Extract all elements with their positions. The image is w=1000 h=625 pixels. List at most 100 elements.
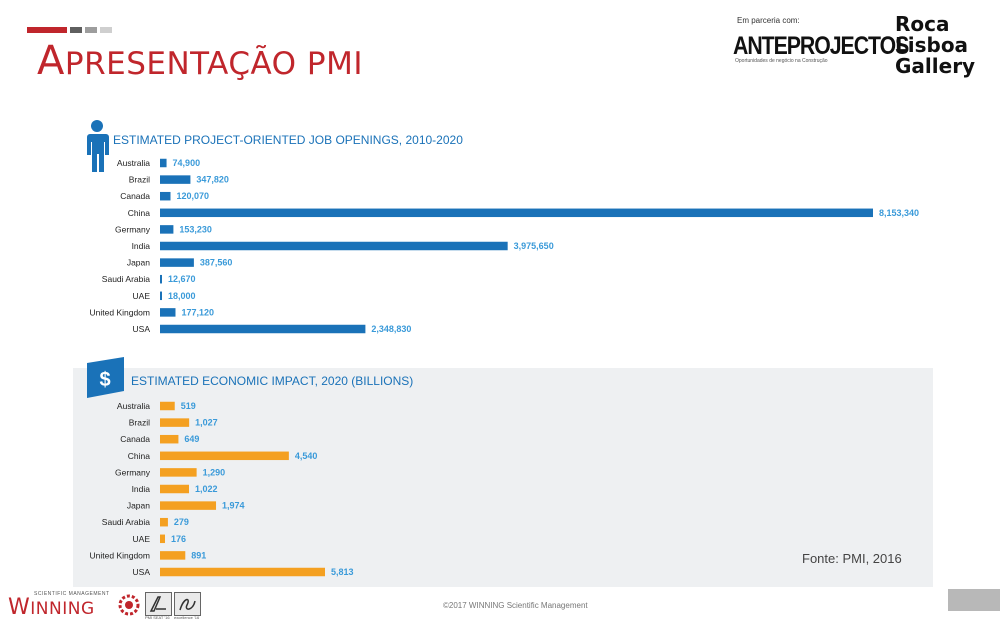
anteprojectos-tagline: Oportunidades de negócio na Construção [735, 58, 828, 64]
bar [160, 158, 167, 168]
bar [160, 225, 174, 234]
value-label: 177,120 [181, 307, 214, 317]
category-label: United Kingdom [90, 307, 150, 317]
winning-logo-initial: W [8, 595, 31, 620]
category-label: Japan [127, 501, 150, 511]
bar [160, 551, 186, 560]
anteprojectos-logo: ANTEPROJECTOS [733, 32, 909, 60]
footer-grey-block [948, 589, 1000, 611]
footer-copyright: ©2017 WINNING Scientific Management [443, 601, 588, 610]
value-label: 153,230 [179, 224, 212, 234]
category-label: Saudi Arabia [102, 517, 150, 527]
value-label: 649 [184, 434, 199, 444]
category-label: Japan [127, 258, 150, 268]
economic-impact-chart: ESTIMATED ECONOMIC IMPACT, 2020 (BILLION… [90, 374, 414, 577]
chart-title: ESTIMATED PROJECT-ORIENTED JOB OPENINGS,… [113, 133, 463, 147]
source-note: Fonte: PMI, 2016 [802, 551, 902, 566]
page-title-initial: A [37, 38, 65, 84]
value-label: 1,290 [203, 467, 226, 477]
bar [160, 451, 289, 461]
job-openings-chart: ESTIMATED PROJECT-ORIENTED JOB OPENINGS,… [90, 133, 920, 334]
page-title-rest: PRESENTAÇÃO PMI [64, 46, 363, 82]
value-label: 347,820 [196, 175, 229, 185]
excellence-award-logo [174, 592, 201, 616]
bar [160, 191, 171, 201]
category-label: UAE [133, 534, 151, 544]
value-label: 2,348,830 [371, 324, 411, 334]
winning-logo: WINNING [8, 595, 95, 620]
category-label: Germany [115, 224, 151, 234]
value-label: 891 [191, 550, 206, 560]
category-label: United Kingdom [90, 550, 150, 560]
value-label: 387,560 [200, 258, 233, 268]
category-label: Canada [120, 434, 150, 444]
bar [160, 258, 194, 267]
value-label: 176 [171, 534, 186, 544]
gallery-line: Gallery [895, 54, 976, 78]
header-accent-bar-light [100, 27, 112, 33]
value-label: 1,027 [195, 418, 218, 428]
bar [160, 534, 165, 544]
pmi-award-logo [145, 592, 172, 616]
category-label: Brazil [129, 418, 150, 428]
value-label: 1,974 [222, 501, 245, 511]
value-label: 3,975,650 [514, 241, 554, 251]
roca-gallery-logo: Roca Lisboa Gallery [895, 14, 975, 77]
bar [160, 274, 162, 284]
value-label: 519 [181, 401, 196, 411]
value-label: 4,540 [295, 451, 318, 461]
category-label: USA [133, 567, 151, 577]
bar [160, 241, 508, 251]
gear-emblem-icon [118, 594, 140, 616]
bar [160, 501, 217, 510]
page-title: APRESENTAÇÃO PMI [37, 38, 363, 84]
header-accent-bar-mid [85, 27, 97, 33]
category-label: China [128, 208, 150, 218]
pmi-award-caption: PMI SEAT '16 [145, 615, 170, 620]
excellence-award-caption: excellence '16 [174, 615, 200, 620]
category-label: USA [133, 324, 151, 334]
category-label: China [128, 451, 150, 461]
charts-canvas: $ ESTIMATED PROJECT-ORIENTED JOB OPENING… [87, 120, 920, 577]
value-label: 120,070 [176, 191, 209, 201]
category-label: Canada [120, 191, 150, 201]
bar [160, 434, 179, 444]
bar [160, 468, 197, 477]
bar [160, 401, 175, 411]
value-label: 8,153,340 [879, 208, 919, 218]
value-label: 5,813 [331, 567, 354, 577]
gallery-line: Lisboa [895, 33, 969, 57]
header-accent-bar-dark [70, 27, 82, 33]
category-label: UAE [133, 291, 151, 301]
header-accent-bar-red [27, 27, 67, 33]
category-label: Australia [117, 401, 150, 411]
winning-logo-rest: INNING [30, 599, 95, 619]
value-label: 18,000 [168, 291, 196, 301]
bar [160, 208, 873, 218]
category-label: Saudi Arabia [102, 274, 150, 284]
person-icon [87, 120, 109, 172]
value-label: 12,670 [168, 274, 196, 284]
bar [160, 418, 190, 427]
bar [160, 324, 366, 334]
bar [160, 175, 191, 184]
value-label: 74,900 [173, 158, 201, 168]
value-label: 1,022 [195, 484, 218, 494]
category-label: India [132, 241, 151, 251]
bar [160, 484, 190, 494]
economic-impact-panel [73, 368, 933, 587]
brand-subtitle: SCIENTIFIC MANAGEMENT [34, 591, 110, 597]
category-label: Germany [115, 467, 151, 477]
chart-title: ESTIMATED ECONOMIC IMPACT, 2020 (BILLION… [131, 374, 413, 388]
bar [160, 291, 162, 301]
bar [160, 567, 325, 577]
category-label: Australia [117, 158, 150, 168]
gallery-line: Roca [895, 12, 950, 36]
category-label: Brazil [129, 175, 150, 185]
value-label: 279 [174, 517, 189, 527]
dollar-icon: $ [87, 357, 124, 398]
svg-text:$: $ [99, 369, 110, 391]
partner-label: Em parceria com: [737, 16, 800, 25]
category-label: India [132, 484, 151, 494]
bar [160, 517, 168, 527]
